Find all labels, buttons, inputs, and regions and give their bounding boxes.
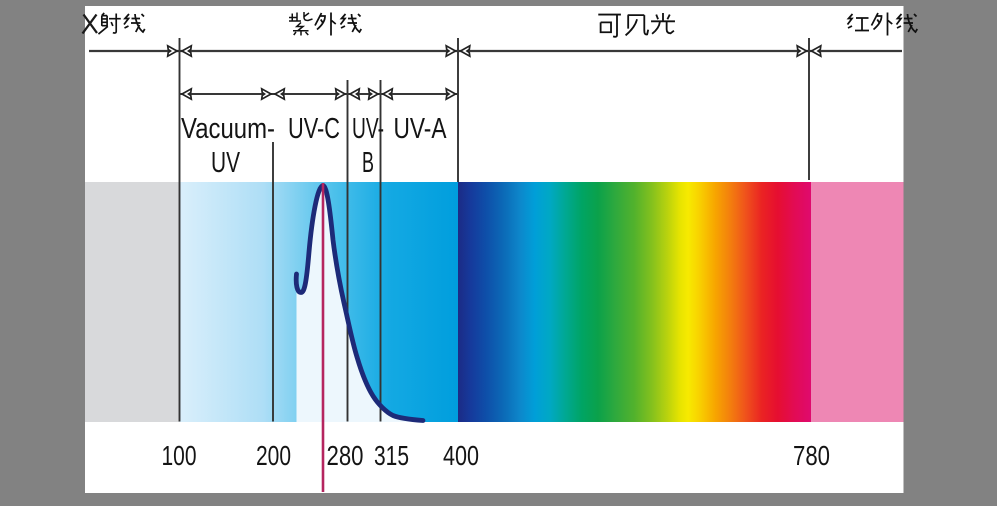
svg-text:280: 280 (327, 440, 364, 471)
svg-text:B: B (362, 147, 374, 179)
svg-text:Vacuum-: Vacuum- (181, 113, 275, 145)
svg-text:400: 400 (443, 440, 479, 471)
svg-text:780: 780 (793, 440, 830, 471)
svg-text:UV-C: UV-C (288, 113, 340, 145)
svg-text:100: 100 (162, 440, 197, 471)
svg-text:200: 200 (256, 440, 291, 471)
svg-text:UV: UV (211, 147, 240, 179)
svg-text:315: 315 (374, 440, 409, 471)
svg-text:UV-A: UV-A (394, 113, 448, 145)
svg-text:UV-: UV- (352, 113, 384, 145)
